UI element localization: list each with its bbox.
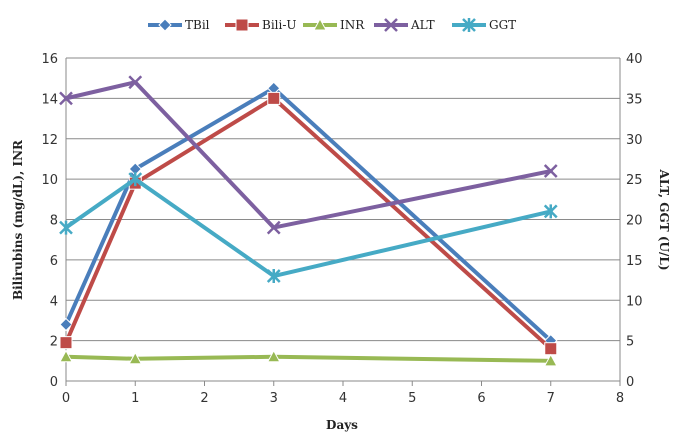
y-tick-label: 10 — [41, 173, 58, 188]
y-tick-label: 8 — [50, 214, 58, 229]
series-ggt — [59, 172, 558, 284]
x-tick-label: 6 — [477, 391, 485, 406]
data-point-bili-u — [59, 336, 73, 350]
y2-tick-label: 40 — [626, 52, 643, 67]
legend-marker-ggt — [462, 18, 476, 32]
x-tick-label: 3 — [270, 391, 278, 406]
series-inr — [59, 349, 558, 367]
data-point-inr — [543, 353, 558, 367]
gridlines — [66, 57, 620, 382]
data-point-inr — [59, 349, 73, 363]
data-point-tbil — [59, 317, 73, 332]
y2-tick-label: 5 — [626, 335, 634, 350]
legend-label-ggt: GGT — [489, 18, 516, 32]
y2-tick-label: 30 — [626, 133, 643, 148]
legend-item-alt: ALT — [374, 18, 435, 32]
x-tick-label: 4 — [339, 391, 347, 406]
data-point-alt — [543, 164, 558, 178]
legend-item-ggt: GGT — [452, 18, 516, 32]
series-line-inr — [64, 354, 553, 363]
y2-tick-label: 15 — [626, 254, 643, 269]
legend-label-alt: ALT — [410, 18, 435, 32]
legend-marker-bili-u — [235, 18, 249, 32]
data-point-alt — [128, 75, 143, 90]
legend-item-tbil: TBil — [148, 18, 210, 32]
y2-axis-title: ALT, GGT (U/L) — [657, 169, 671, 271]
y2-tick-label: 20 — [626, 214, 643, 229]
series-line-bili-u — [64, 96, 553, 351]
legend: TBil Bili-U INR ALT GGT — [148, 17, 516, 32]
y-tick-label: 2 — [50, 335, 58, 350]
data-point-ggt — [543, 204, 558, 219]
legend-marker-inr — [313, 17, 327, 31]
left-axis-ticks: 0 2 4 6 8 10 12 14 16 — [41, 52, 58, 390]
legend-label-tbil: TBil — [185, 18, 210, 32]
y2-tick-label: 25 — [626, 173, 643, 188]
series-line-tbil — [64, 86, 553, 343]
series-line-ggt — [64, 177, 553, 279]
series-line-alt — [64, 80, 553, 230]
legend-item-inr: INR — [303, 17, 365, 32]
y-tick-label: 4 — [50, 294, 58, 309]
legend-item-bili-u: Bili-U — [225, 18, 297, 32]
data-point-alt — [59, 91, 73, 106]
series-group — [59, 75, 558, 367]
series-bili-u — [59, 91, 558, 356]
legend-marker-alt — [384, 18, 398, 32]
data-point-ggt — [59, 220, 73, 235]
y2-tick-label: 0 — [626, 375, 634, 390]
y-tick-label: 6 — [50, 254, 58, 269]
right-axis-ticks: 0 5 10 15 20 25 30 35 40 — [626, 52, 643, 390]
series-tbil — [59, 81, 558, 348]
legend-marker-tbil — [158, 18, 172, 32]
x-tick-label: 8 — [616, 391, 624, 406]
y-axis-title: Bilirubins (mg/dL), INR — [11, 139, 25, 300]
x-axis-ticks: 0 1 2 3 4 5 6 7 8 — [62, 391, 624, 406]
y-tick-label: 12 — [41, 133, 58, 148]
x-tick-label: 5 — [408, 391, 416, 406]
x-tick-label: 0 — [62, 391, 70, 406]
y2-tick-label: 10 — [626, 294, 643, 309]
y-tick-label: 16 — [41, 52, 58, 67]
x-tick-label: 2 — [200, 391, 208, 406]
data-point-inr — [128, 351, 143, 365]
data-point-ggt — [266, 269, 281, 284]
y-tick-label: 0 — [50, 375, 58, 390]
data-point-ggt — [128, 172, 143, 187]
data-point-bili-u — [544, 342, 558, 356]
legend-label-bili-u: Bili-U — [262, 18, 297, 32]
data-point-alt — [266, 220, 281, 235]
legend-label-inr: INR — [340, 18, 365, 32]
y2-tick-label: 35 — [626, 92, 643, 107]
series-alt — [59, 75, 558, 235]
data-point-inr — [266, 349, 281, 363]
y-tick-label: 14 — [41, 92, 58, 107]
x-axis-title: Days — [326, 418, 358, 432]
x-tick-label: 1 — [131, 391, 139, 406]
data-point-bili-u — [267, 91, 281, 105]
x-tick-label: 7 — [547, 391, 555, 406]
